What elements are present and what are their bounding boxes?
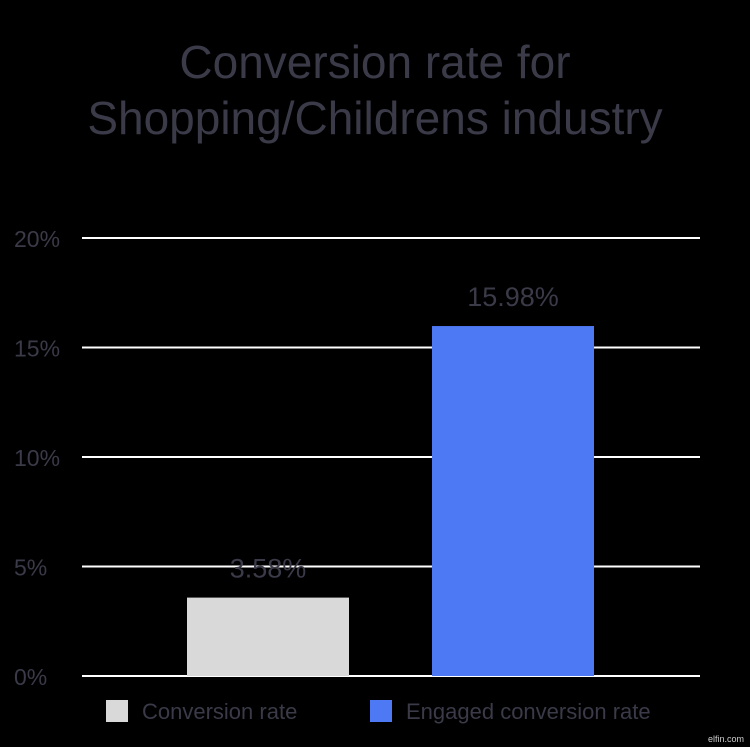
data-label-2: 15.98% <box>467 282 559 312</box>
bar-conversion-rate <box>187 597 349 676</box>
legend-label-2: Engaged conversion rate <box>406 699 651 724</box>
bars <box>187 326 594 676</box>
y-tick-label-20: 20% <box>14 226 60 252</box>
bar-engaged-conversion-rate <box>432 326 594 676</box>
legend-swatch-2 <box>370 700 392 722</box>
data-label-1: 3.58% <box>230 554 307 584</box>
chart-title-line-2: Shopping/Childrens industry <box>87 92 662 144</box>
y-tick-label-5: 5% <box>14 555 47 581</box>
y-axis-ticks: 0% 5% 10% 15% 20% <box>14 226 60 690</box>
y-tick-label-15: 15% <box>14 336 60 362</box>
chart-title-line-1: Conversion rate for <box>179 36 570 88</box>
watermark-text: elfin.com <box>708 734 744 744</box>
y-tick-label-0: 0% <box>14 664 47 690</box>
grid-lines <box>82 237 700 677</box>
legend-swatch-1 <box>106 700 128 722</box>
legend: Conversion rate Engaged conversion rate <box>106 699 651 724</box>
legend-label-1: Conversion rate <box>142 699 297 724</box>
data-labels: 3.58% 15.98% <box>230 282 559 584</box>
y-tick-label-10: 10% <box>14 445 60 471</box>
